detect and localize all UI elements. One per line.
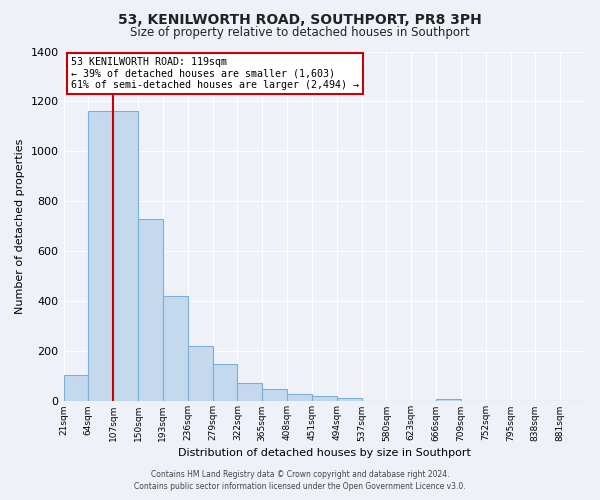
Bar: [436, 399, 461, 402]
Text: Size of property relative to detached houses in Southport: Size of property relative to detached ho…: [130, 26, 470, 39]
Bar: [262, 389, 287, 402]
Bar: [163, 296, 188, 402]
Bar: [188, 346, 212, 402]
X-axis label: Distribution of detached houses by size in Southport: Distribution of detached houses by size …: [178, 448, 471, 458]
Bar: [88, 112, 113, 402]
Bar: [64, 374, 88, 402]
Bar: [337, 398, 362, 402]
Text: 53, KENILWORTH ROAD, SOUTHPORT, PR8 3PH: 53, KENILWORTH ROAD, SOUTHPORT, PR8 3PH: [118, 12, 482, 26]
Text: Contains HM Land Registry data © Crown copyright and database right 2024.
Contai: Contains HM Land Registry data © Crown c…: [134, 470, 466, 491]
Bar: [238, 382, 262, 402]
Bar: [113, 112, 138, 402]
Bar: [312, 396, 337, 402]
Bar: [138, 219, 163, 402]
Bar: [212, 364, 238, 402]
Text: 53 KENILWORTH ROAD: 119sqm
← 39% of detached houses are smaller (1,603)
61% of s: 53 KENILWORTH ROAD: 119sqm ← 39% of deta…: [71, 56, 359, 90]
Bar: [287, 394, 312, 402]
Y-axis label: Number of detached properties: Number of detached properties: [15, 139, 25, 314]
